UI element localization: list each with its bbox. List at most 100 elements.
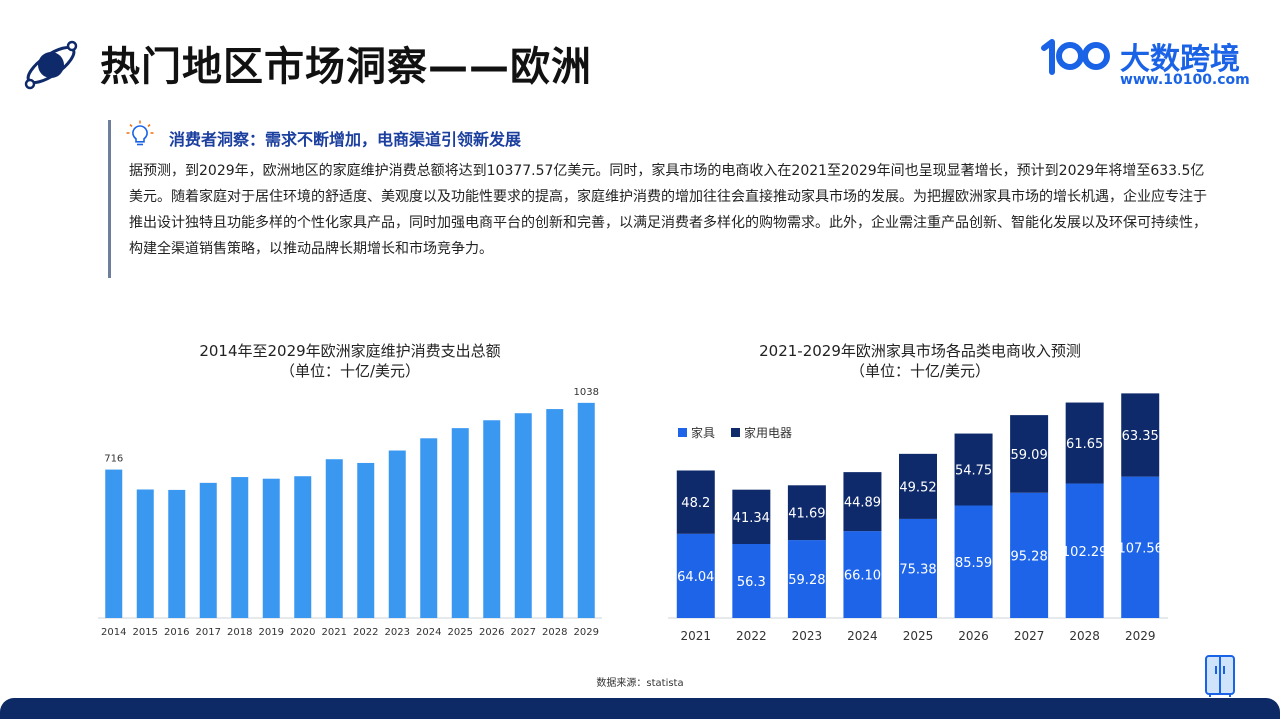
- bar: [514, 413, 532, 618]
- legend-label-appliances: 家用电器: [744, 426, 793, 440]
- bar-appliances: [1065, 402, 1104, 484]
- data-label: 64.04: [677, 570, 714, 585]
- x-tick-label: 2027: [511, 627, 536, 638]
- x-tick-label: 2025: [903, 629, 934, 643]
- bar: [577, 402, 595, 618]
- x-tick-label: 2021: [681, 629, 712, 643]
- bar-appliances: [1121, 393, 1160, 477]
- fridge-icon: [1205, 655, 1235, 697]
- x-tick-label: 2027: [1014, 629, 1045, 643]
- x-tick-label: 2028: [542, 627, 567, 638]
- data-label: 41.34: [733, 511, 770, 526]
- chart-title: 2021-2029年欧洲家具市场各品类电商收入预测: [759, 342, 1081, 360]
- bar: [136, 489, 154, 618]
- data-label: 1038: [574, 387, 599, 398]
- x-tick-label: 2018: [227, 627, 252, 638]
- bar-appliances: [787, 485, 826, 541]
- bar-furniture: [1065, 483, 1104, 618]
- data-label: 75.38: [899, 562, 936, 577]
- bar-chart: 2014 716 2015 2016 2017 2018 2019 2020 2021 2022 2…: [98, 387, 602, 638]
- bar: [451, 428, 469, 618]
- x-tick-label: 2024: [416, 627, 441, 638]
- x-tick-label: 2026: [479, 627, 504, 638]
- bar-furniture: [787, 540, 826, 618]
- chart-title: 2014年至2029年欧洲家庭维护消费支出总额: [199, 342, 501, 360]
- insight-section: 消费者洞察：需求不断增加，电商渠道引领新发展 据预测，到2029年，欧洲地区的家…: [108, 120, 1258, 278]
- legend-label-furniture: 家具: [691, 426, 716, 440]
- data-label: 59.09: [1011, 448, 1048, 463]
- data-label: 95.28: [1011, 549, 1048, 564]
- legend-swatch-furniture: [678, 428, 687, 437]
- bar-furniture: [843, 531, 882, 618]
- data-label: 63.35: [1122, 429, 1159, 444]
- insight-heading: 消费者洞察：需求不断增加，电商渠道引领新发展: [169, 130, 522, 149]
- x-tick-label: 2025: [448, 627, 473, 638]
- brand-url: www.10100.com: [1120, 72, 1250, 88]
- bar: [388, 450, 406, 618]
- x-tick-label: 2016: [164, 627, 189, 638]
- brand-logo: 大数跨境 www.10100.com: [1040, 34, 1260, 90]
- data-label: 44.89: [844, 496, 881, 511]
- data-source: 数据来源：statista: [596, 678, 684, 689]
- bar-furniture: [954, 505, 993, 618]
- data-label: 66.10: [844, 569, 881, 584]
- x-tick-label: 2019: [259, 627, 284, 638]
- chart-subtitle: （单位：十亿/美元）: [279, 362, 421, 380]
- bar: [231, 477, 249, 618]
- data-label: 102.29: [1062, 545, 1108, 560]
- data-label: 107.56: [1117, 541, 1163, 556]
- x-tick-label: 2028: [1069, 629, 1100, 643]
- stacked-bar-chart: 64.04 48.2 2021 56.3 41.34 2022 59.28 41.69 2023…: [668, 393, 1168, 643]
- furniture-ecommerce-chart: 2021-2029年欧洲家具市场各品类电商收入预测 （单位：十亿/美元） 家具 …: [660, 330, 1180, 650]
- x-tick-label: 2015: [133, 627, 158, 638]
- x-tick-label: 2022: [353, 627, 378, 638]
- bar-furniture: [1121, 476, 1160, 618]
- bar-appliances: [899, 453, 937, 519]
- bar: [294, 476, 312, 618]
- bar-appliances: [954, 433, 993, 506]
- bar: [483, 420, 501, 618]
- x-tick-label: 2023: [385, 627, 410, 638]
- bar: [199, 482, 217, 618]
- bar: [420, 438, 438, 618]
- bar-furniture: [1010, 492, 1049, 618]
- bar-appliances: [732, 489, 771, 545]
- bar: [325, 459, 343, 618]
- chart-subtitle: （单位：十亿/美元）: [849, 362, 991, 380]
- bar: [546, 409, 564, 618]
- x-tick-label: 2020: [290, 627, 315, 638]
- bar-appliances: [676, 470, 715, 534]
- x-tick-label: 2024: [847, 629, 878, 643]
- data-label: 85.59: [955, 556, 992, 571]
- data-label: 41.69: [788, 507, 825, 522]
- data-label: 716: [104, 454, 123, 465]
- bar-appliances: [843, 472, 882, 532]
- bar-furniture: [732, 544, 771, 618]
- brand-name: 大数跨境: [1120, 42, 1240, 77]
- bar-furniture: [676, 533, 715, 618]
- legend-swatch-appliances: [731, 428, 741, 437]
- household-maintenance-chart: 2014年至2029年欧洲家庭维护消费支出总额 （单位：十亿/美元） 2014 7…: [90, 330, 610, 650]
- data-label: 59.28: [788, 573, 825, 588]
- bar-appliances: [1010, 415, 1049, 493]
- x-tick-label: 2029: [574, 627, 599, 638]
- data-label: 56.3: [737, 575, 766, 590]
- page-title: 热门地区市场洞察——欧洲: [100, 44, 592, 90]
- x-tick-label: 2021: [322, 627, 347, 638]
- x-tick-label: 2023: [792, 629, 823, 643]
- data-label: 54.75: [955, 464, 992, 479]
- data-label: 61.65: [1066, 437, 1103, 452]
- x-tick-label: 2017: [196, 627, 221, 638]
- footer-bar: [0, 698, 1280, 719]
- x-tick-label: 2029: [1125, 629, 1156, 643]
- brand-mark-icon: [1041, 39, 1110, 75]
- insight-body: 据预测，到2029年，欧洲地区的家庭维护消费总额将达到10377.57亿美元。同…: [129, 163, 1207, 257]
- bar: [262, 478, 280, 618]
- planet-icon: [24, 40, 78, 90]
- lightbulb-icon: [126, 120, 154, 146]
- bar: [357, 462, 375, 618]
- x-tick-label: 2026: [958, 629, 989, 643]
- bar: [168, 489, 186, 618]
- x-tick-label: 2014: [101, 627, 126, 638]
- bar: [105, 469, 123, 618]
